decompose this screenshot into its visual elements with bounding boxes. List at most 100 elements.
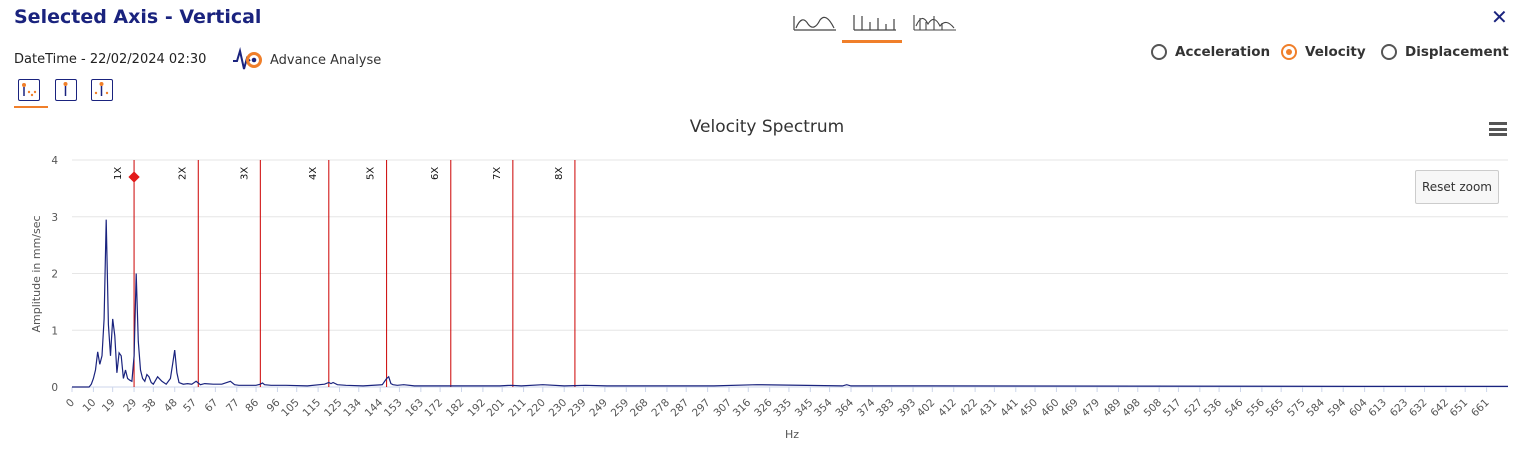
x-tick-label: 489	[1101, 397, 1124, 420]
x-tick-label: 604	[1347, 396, 1370, 419]
x-tick-label: 48	[162, 397, 180, 415]
radio-velocity[interactable]: Velocity	[1281, 44, 1366, 60]
spectrum-series-line	[72, 219, 1508, 388]
envelope-tab[interactable]	[912, 10, 958, 38]
x-tick-label: 517	[1161, 397, 1184, 420]
sideband-marker-icon	[94, 82, 109, 96]
advance-analyse-button[interactable]: Advance Analyse	[232, 47, 381, 73]
chart-menu-icon[interactable]	[1489, 122, 1507, 136]
harmonic-label: 5X	[366, 167, 377, 180]
radio-circle[interactable]	[1381, 44, 1397, 60]
x-tick-label: 642	[1428, 397, 1451, 420]
single-marker-button[interactable]	[55, 79, 77, 101]
radio-label: Acceleration	[1175, 44, 1271, 60]
x-tick-label: 354	[812, 396, 835, 419]
x-tick-label: 498	[1120, 397, 1143, 420]
y-tick-label: 4	[51, 155, 58, 167]
y-tick-label: 2	[51, 269, 58, 281]
x-tick-label: 594	[1326, 396, 1349, 419]
harmonic-label: 8X	[554, 167, 565, 180]
x-tick-label: 556	[1244, 396, 1267, 419]
x-tick-label: 307	[711, 397, 734, 420]
single-marker-icon	[63, 82, 68, 96]
chart-title: Velocity Spectrum	[690, 117, 844, 137]
x-tick-label: 441	[998, 397, 1021, 420]
x-tick-label: 134	[341, 396, 364, 419]
x-tick-label: 469	[1058, 397, 1081, 420]
sideband-marker-button[interactable]	[91, 79, 113, 101]
waveform-icon	[793, 16, 836, 31]
x-tick-label: 393	[896, 397, 919, 420]
x-axis-label: Hz	[785, 428, 799, 441]
harmonic-label: 6X	[430, 167, 441, 180]
x-tick-label: 412	[936, 397, 959, 420]
x-tick-label: 29	[121, 397, 139, 415]
radio-acceleration[interactable]: Acceleration	[1151, 44, 1270, 60]
radio-label: Displacement	[1405, 44, 1509, 60]
x-tick-label: 431	[977, 397, 1000, 420]
x-tick-label: 125	[322, 397, 345, 420]
x-tick-label: 402	[915, 397, 938, 420]
radio-displacement[interactable]: Displacement	[1381, 44, 1509, 60]
advance-analyse-label: Advance Analyse	[270, 52, 382, 68]
harmonic-marker-button[interactable]	[18, 79, 40, 101]
x-tick-label: 297	[690, 397, 713, 420]
x-tick-label: 144	[363, 396, 386, 419]
x-tick-label: 201	[485, 397, 508, 420]
x-tick-label: 632	[1407, 397, 1430, 420]
active-marker-indicator	[14, 106, 48, 108]
harmonic-label: 3X	[239, 167, 250, 180]
x-tick-label: 565	[1264, 397, 1287, 420]
x-tick-label: 613	[1366, 397, 1389, 420]
x-tick-label: 172	[423, 397, 446, 420]
envelope-icon	[913, 15, 956, 31]
y-axis-label: Amplitude in mm/sec	[30, 215, 43, 332]
x-tick-label: 527	[1182, 397, 1205, 420]
x-tick-label: 651	[1448, 397, 1471, 420]
x-tick-label: 105	[279, 397, 302, 420]
harmonic-label: 4X	[308, 167, 319, 180]
x-tick-label: 460	[1039, 397, 1062, 420]
x-tick-label: 335	[771, 397, 794, 420]
x-tick-label: 316	[731, 396, 754, 419]
x-tick-label: 77	[224, 397, 242, 415]
x-tick-label: 182	[444, 397, 467, 420]
x-tick-label: 326	[752, 396, 775, 419]
harmonic-markers: 1X 2X 3X 4X 5X 6X 7X 8X	[113, 160, 576, 387]
x-tick-label: 10	[81, 397, 99, 415]
y-axis-ticks: 0 1 2 3 4	[51, 155, 58, 394]
analyse-icon	[233, 47, 262, 70]
x-tick-label: 57	[181, 397, 199, 415]
x-tick-label: 163	[403, 397, 426, 420]
x-axis-ticks: 0 10 19 29 38 48 57 67 77 86 961051151251341441531…	[64, 387, 1492, 419]
radio-circle[interactable]	[1281, 44, 1297, 60]
x-tick-label: 220	[525, 397, 548, 420]
x-tick-label: 115	[301, 397, 324, 420]
reset-zoom-button[interactable]: Reset zoom	[1415, 170, 1499, 204]
y-tick-label: 0	[51, 382, 58, 394]
x-tick-label: 287	[669, 397, 692, 420]
harmonic-label: 1X	[113, 167, 124, 180]
x-tick-label: 450	[1018, 397, 1041, 420]
close-icon[interactable]: ✕	[1491, 5, 1508, 29]
radio-circle[interactable]	[1151, 44, 1167, 60]
x-tick-label: 623	[1388, 397, 1411, 420]
x-tick-label: 479	[1080, 397, 1103, 420]
x-tick-label: 249	[587, 397, 610, 420]
x-tick-label: 661	[1469, 397, 1492, 420]
radio-label: Velocity	[1305, 44, 1366, 60]
x-tick-label: 508	[1142, 397, 1165, 420]
spectrum-tab[interactable]	[852, 10, 898, 38]
harmonic-marker-icon	[22, 83, 37, 97]
x-tick-label: 0	[64, 397, 77, 410]
cursor-diamond-marker[interactable]	[128, 171, 140, 183]
x-tick-label: 19	[100, 397, 118, 415]
x-tick-label: 383	[874, 397, 897, 420]
x-tick-label: 364	[833, 396, 856, 419]
x-tick-label: 422	[958, 397, 981, 420]
x-tick-label: 239	[566, 397, 589, 420]
x-tick-label: 86	[243, 396, 261, 414]
x-tick-label: 153	[382, 397, 405, 420]
waveform-tab[interactable]	[792, 10, 838, 38]
